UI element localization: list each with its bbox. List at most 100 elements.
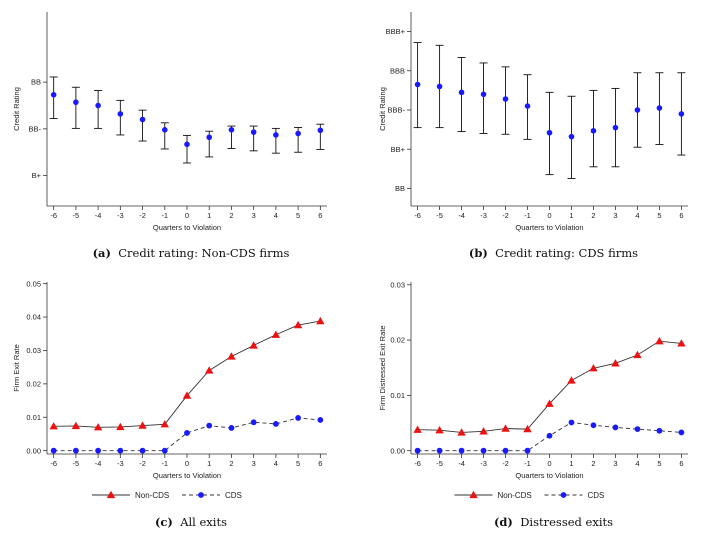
caption-label: (b) bbox=[469, 246, 488, 260]
x-tick-label: 0 bbox=[185, 211, 189, 220]
caption-space bbox=[173, 515, 180, 529]
data-point bbox=[184, 141, 190, 148]
caption-text: All exits bbox=[179, 515, 227, 529]
series-point-cds bbox=[480, 447, 487, 454]
x-tick-label: -4 bbox=[95, 211, 102, 220]
x-tick-label: 2 bbox=[591, 211, 595, 220]
panel-c-all-exits: -6 -5 -4 -3 -2 -1 0 1 2 3 4 5 6 0.00 0.01 0.02 0.03 0.04 0… bbox=[12, 279, 327, 529]
series-point-non-cds bbox=[138, 421, 147, 429]
y-axis-title: Credit Rating bbox=[12, 87, 21, 131]
x-tick-label: 6 bbox=[318, 211, 322, 220]
series-point-cds bbox=[678, 429, 685, 436]
series-point-non-cds bbox=[249, 341, 258, 349]
data-point bbox=[612, 124, 619, 131]
x-tick-label: 2 bbox=[229, 459, 233, 468]
x-tick-label: 6 bbox=[679, 459, 683, 468]
series-point-non-cds bbox=[49, 422, 58, 430]
panel-d-distressed-exits: -6 -5 -4 -3 -2 -1 0 1 2 3 4 5 6 0.00 0.01 0.02 0.03 Quart… bbox=[378, 280, 688, 529]
x-tick-label: 3 bbox=[613, 211, 617, 220]
x-tick-label: 6 bbox=[318, 459, 322, 468]
y-tick-label: 0.04 bbox=[26, 313, 41, 322]
y-tick-label: BB+ bbox=[391, 145, 406, 154]
series-point-cds bbox=[184, 430, 190, 436]
data-point bbox=[295, 130, 301, 137]
data-point bbox=[546, 129, 553, 136]
legend-item: Non-CDS bbox=[92, 490, 169, 500]
legend-label: Non-CDS bbox=[498, 491, 532, 500]
x-tick-label: -2 bbox=[502, 459, 509, 468]
data-point bbox=[273, 132, 279, 138]
series-point-non-cds bbox=[116, 422, 125, 431]
y-tick-label: 0.01 bbox=[390, 391, 405, 400]
data-point bbox=[524, 103, 531, 109]
y-tick-label: 0.01 bbox=[26, 413, 41, 422]
caption-label: (a) bbox=[93, 246, 111, 260]
series-point-non-cds bbox=[413, 425, 422, 433]
y-tick-label: BB bbox=[31, 78, 41, 87]
series-point-cds bbox=[656, 427, 663, 434]
x-tick-label: -1 bbox=[524, 459, 531, 468]
x-tick-label: 4 bbox=[635, 459, 639, 468]
x-tick-label: 2 bbox=[591, 459, 595, 468]
series-point-cds bbox=[95, 447, 102, 454]
data-point bbox=[502, 96, 509, 102]
caption-space bbox=[513, 515, 520, 529]
series-point-cds bbox=[72, 447, 79, 454]
data-point bbox=[50, 91, 57, 98]
x-tick-label: -2 bbox=[139, 211, 146, 220]
series-point-cds bbox=[295, 415, 302, 421]
series-point-cds bbox=[634, 426, 641, 433]
x-tick-label: 6 bbox=[679, 211, 683, 220]
series-point-non-cds bbox=[589, 364, 598, 372]
series-point-cds bbox=[546, 432, 553, 439]
data-point bbox=[656, 105, 663, 111]
x-tick-label: 3 bbox=[613, 459, 617, 468]
x-axis-title: Quarters to Violation bbox=[515, 223, 583, 232]
data-point bbox=[317, 127, 324, 134]
legend-marker bbox=[560, 492, 567, 498]
x-tick-label: -1 bbox=[161, 459, 168, 468]
series-point-cds bbox=[139, 447, 146, 454]
caption-text: Credit rating: Non-CDS firms bbox=[118, 246, 289, 260]
series-point-non-cds bbox=[271, 330, 281, 338]
series-point-cds bbox=[50, 447, 57, 454]
series-point-cds bbox=[436, 447, 443, 454]
x-tick-label: -4 bbox=[95, 459, 102, 468]
series-point-non-cds bbox=[523, 424, 532, 433]
x-tick-label: 5 bbox=[657, 211, 661, 220]
data-point bbox=[250, 129, 257, 135]
x-tick-label: -1 bbox=[161, 211, 168, 220]
x-tick-label: 1 bbox=[207, 211, 211, 220]
data-point bbox=[228, 127, 235, 133]
legend-item: CDS bbox=[544, 491, 604, 500]
data-point bbox=[161, 127, 168, 133]
x-axis-title: Quarters to Violation bbox=[153, 223, 221, 232]
x-tick-label: 3 bbox=[252, 459, 256, 468]
data-point bbox=[436, 83, 443, 90]
y-tick-label: 0.03 bbox=[26, 346, 41, 355]
series-point-non-cds bbox=[293, 320, 303, 329]
x-tick-label: -4 bbox=[458, 459, 465, 468]
x-tick-label: -5 bbox=[436, 459, 443, 468]
series-point-cds bbox=[317, 417, 324, 423]
series-point-non-cds bbox=[677, 339, 686, 347]
series-point-cds bbox=[272, 421, 279, 427]
series-point-non-cds bbox=[567, 376, 576, 384]
caption-space bbox=[488, 246, 495, 260]
series-point-non-cds bbox=[182, 391, 192, 399]
x-tick-label: 0 bbox=[547, 459, 551, 468]
x-tick-label: -2 bbox=[139, 459, 146, 468]
x-tick-label: -6 bbox=[414, 459, 421, 468]
data-point bbox=[414, 81, 421, 88]
series-point-non-cds bbox=[633, 350, 642, 359]
x-tick-label: -5 bbox=[73, 459, 80, 468]
series-point-non-cds bbox=[545, 399, 554, 407]
caption-label: (c) bbox=[155, 515, 173, 529]
y-tick-label: BBB+ bbox=[386, 27, 406, 36]
series-point-non-cds bbox=[435, 426, 444, 434]
series-point-cds bbox=[590, 422, 597, 429]
legend-marker bbox=[469, 490, 478, 499]
data-point bbox=[480, 91, 487, 98]
data-point bbox=[139, 116, 146, 123]
